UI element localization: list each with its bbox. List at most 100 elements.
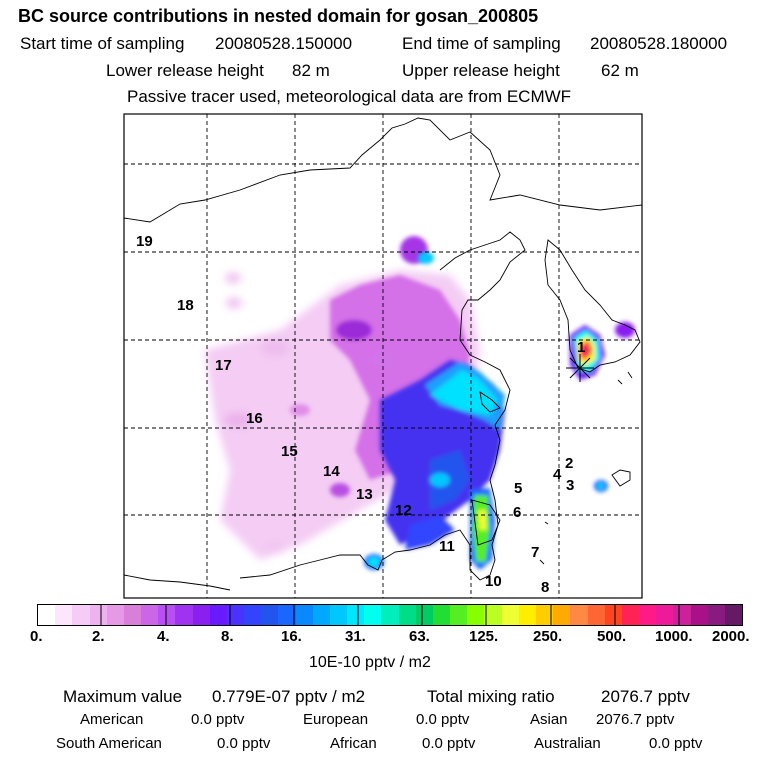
american-label: American <box>80 711 144 728</box>
upper-release-value: 62 m <box>601 61 639 80</box>
colorbar-cell <box>381 605 399 625</box>
colorbar-cell <box>570 605 588 625</box>
colorbar-cell <box>553 605 571 625</box>
region-label: 13 <box>356 486 373 503</box>
colorbar-tick-label: 500. <box>597 628 627 645</box>
colorbar-tick-label: 0. <box>30 628 43 645</box>
colorbar-cell <box>587 605 605 625</box>
region-label: 17 <box>215 357 232 374</box>
start-time-value: 20080528.150000 <box>215 34 353 53</box>
colorbar-cell <box>639 605 657 625</box>
map-frame <box>123 113 643 599</box>
colorbar-cell <box>123 605 142 625</box>
south-american-label: South American <box>56 735 162 752</box>
african-label: African <box>330 735 377 752</box>
colorbar-tick-label: 2000. <box>712 628 750 645</box>
region-label: 18 <box>177 297 194 314</box>
region-label: 16 <box>246 410 263 427</box>
colorbar-cell <box>535 605 554 625</box>
colorbar-cell <box>278 605 296 625</box>
region-label: 15 <box>281 443 298 460</box>
max-value: 0.779E-07 pptv / m2 <box>212 687 366 706</box>
region-label: 4 <box>553 466 562 483</box>
colorbar-tick-label: 63. <box>409 628 430 645</box>
colorbar-cell <box>518 605 536 625</box>
region-label: 8 <box>541 579 549 596</box>
colorbar-cell <box>226 605 245 625</box>
colorbar-cell <box>192 605 210 625</box>
colorbar-tick-label: 16. <box>281 628 302 645</box>
colorbar-cell <box>106 605 124 625</box>
region-label: 5 <box>514 480 522 497</box>
colorbar-tick-label: 2. <box>92 628 105 645</box>
asian-label: Asian <box>530 711 568 728</box>
colorbar-cell <box>467 605 485 625</box>
colorbar-cell <box>72 605 90 625</box>
region-label: 14 <box>323 463 340 480</box>
colorbar-cell <box>707 605 725 625</box>
region-label: 19 <box>136 233 153 250</box>
colorbar-tick-label: 250. <box>533 628 563 645</box>
colorbar-cell <box>415 605 433 625</box>
total-mixing-value: 2076.7 pptv <box>601 687 690 706</box>
african-value: 0.0 pptv <box>422 735 476 752</box>
colorbar-cell <box>484 605 502 625</box>
colorbar-cell <box>89 605 107 625</box>
colorbar-cell <box>690 605 708 625</box>
end-time-value: 20080528.180000 <box>590 34 728 53</box>
tracer-note: Passive tracer used, meteorological data… <box>127 87 572 106</box>
asian-value: 2076.7 pptv <box>596 711 675 728</box>
colorbar-cell <box>673 605 691 625</box>
colorbar-tick-label: 1000. <box>655 628 693 645</box>
colorbar-cell <box>501 605 519 625</box>
start-time-label: Start time of sampling <box>20 34 185 53</box>
coastlines <box>124 117 642 591</box>
colorbar-cell <box>261 605 279 625</box>
colorbar-tick-label: 4. <box>157 628 170 645</box>
colorbar-cell <box>312 605 330 625</box>
total-mixing-label: Total mixing ratio <box>427 687 555 706</box>
colorbar-cell <box>432 605 451 625</box>
lower-release-label: Lower release height <box>106 61 264 80</box>
colorbar-cell <box>450 605 468 625</box>
upper-release-label: Upper release height <box>402 61 560 80</box>
colorbar-cell <box>604 605 622 625</box>
region-label: 6 <box>513 504 521 521</box>
australian-label: Australian <box>534 735 601 752</box>
colorbar-cell <box>209 605 227 625</box>
lower-release-value: 82 m <box>292 61 330 80</box>
colorbar-cell <box>295 605 313 625</box>
region-label: 11 <box>439 538 455 555</box>
colorbar-tick-label: 8. <box>221 628 234 645</box>
colorbar-cell <box>141 605 159 625</box>
region-label: 1 <box>577 339 585 356</box>
plot-title: BC source contributions in nested domain… <box>18 6 539 26</box>
graticule <box>124 114 642 598</box>
gosan-site-marker <box>566 354 594 382</box>
end-time-label: End time of sampling <box>402 34 561 53</box>
colorbar-tick-label: 125. <box>469 628 499 645</box>
region-label: 10 <box>485 573 502 590</box>
region-label: 12 <box>395 502 412 519</box>
south-american-value: 0.0 pptv <box>217 735 271 752</box>
european-value: 0.0 pptv <box>416 711 470 728</box>
colorbar-tick-label: 31. <box>345 628 366 645</box>
colorbar-cell <box>175 605 193 625</box>
colorbar-units: 10E-10 pptv / m2 <box>309 654 431 671</box>
colorbar-cell <box>347 605 365 625</box>
colorbar-cell <box>244 605 262 625</box>
colorbar-cell <box>158 605 176 625</box>
colorbar-cell <box>329 605 348 625</box>
australian-value: 0.0 pptv <box>649 735 703 752</box>
region-label: 3 <box>566 477 574 494</box>
colorbar <box>37 604 743 626</box>
colorbar-cell <box>55 605 73 625</box>
concentration-field <box>124 117 642 591</box>
region-labels: 19 18 17 16 15 14 13 12 11 10 8 7 6 5 4 … <box>136 233 585 596</box>
colorbar-cell <box>38 605 56 625</box>
american-value: 0.0 pptv <box>191 711 245 728</box>
european-label: European <box>303 711 369 728</box>
region-label: 7 <box>531 544 539 561</box>
colorbar-cell <box>364 605 382 625</box>
